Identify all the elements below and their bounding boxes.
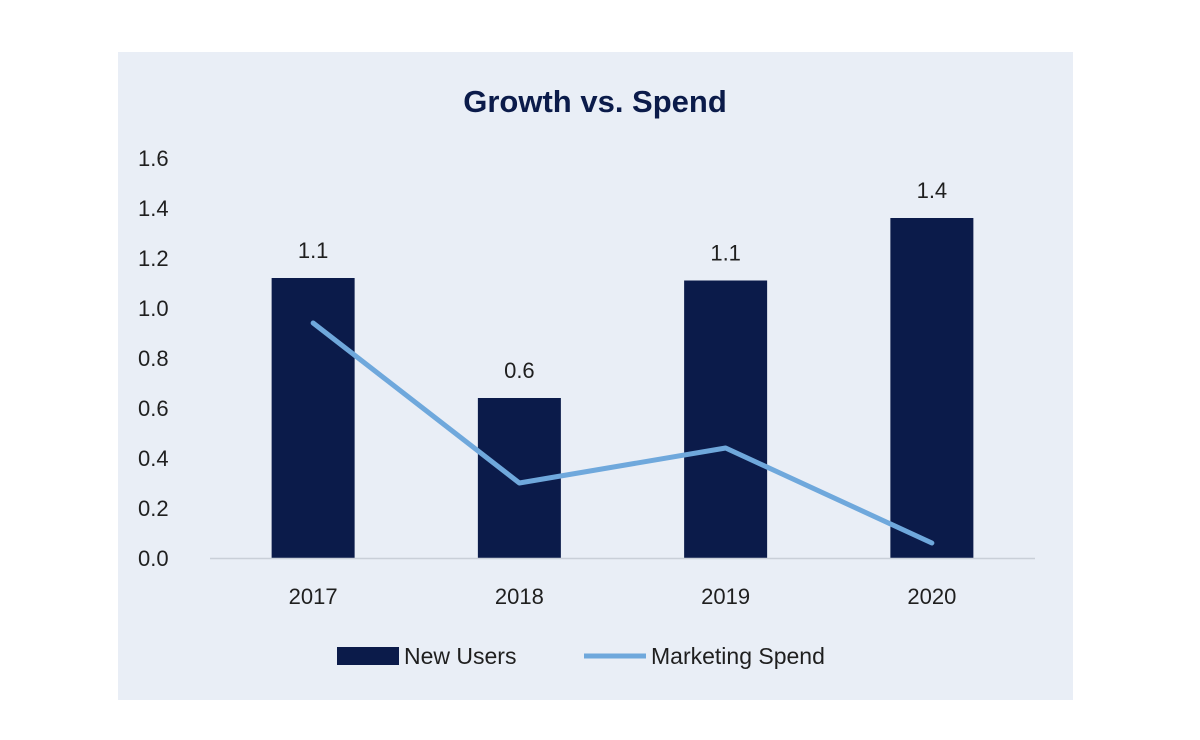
x-tick-label: 2020: [907, 584, 956, 609]
bar-2017: [271, 278, 355, 558]
bar-2020: [890, 218, 974, 558]
chart-title: Growth vs. Spend: [463, 84, 727, 119]
y-tick-label: 1.0: [138, 296, 169, 321]
x-axis: 2017 2018 2019 2020: [210, 557, 1035, 609]
bar-series: [271, 218, 974, 558]
data-label: 1.1: [298, 238, 329, 263]
x-tick-label: 2017: [289, 584, 338, 609]
y-tick-label: 1.2: [138, 246, 169, 271]
y-tick-label: 1.6: [138, 146, 169, 171]
y-tick-label: 0.4: [138, 446, 169, 471]
x-tick-label: 2019: [701, 584, 750, 609]
data-labels: 1.1 0.6 1.1 1.4: [298, 178, 947, 383]
bar-2019: [684, 280, 768, 558]
data-label: 1.4: [917, 178, 948, 203]
marketing-spend-line: [310, 320, 935, 546]
y-axis: 0.0 0.2 0.4 0.6 0.8 1.0 1.2 1.4 1.6: [138, 146, 169, 571]
y-tick-label: 0.0: [138, 546, 169, 571]
legend-label-marketing-spend: Marketing Spend: [651, 643, 825, 669]
y-tick-label: 1.4: [138, 196, 169, 221]
legend-label-new-users: New Users: [404, 643, 516, 669]
data-label: 0.6: [504, 358, 535, 383]
y-tick-label: 0.8: [138, 346, 169, 371]
line-series: [310, 320, 935, 546]
y-tick-label: 0.6: [138, 396, 169, 421]
data-label: 1.1: [710, 241, 741, 266]
legend: New Users Marketing Spend: [337, 643, 825, 669]
y-tick-label: 0.2: [138, 496, 169, 521]
legend-swatch-new-users: [337, 647, 399, 665]
x-tick-label: 2018: [495, 584, 544, 609]
